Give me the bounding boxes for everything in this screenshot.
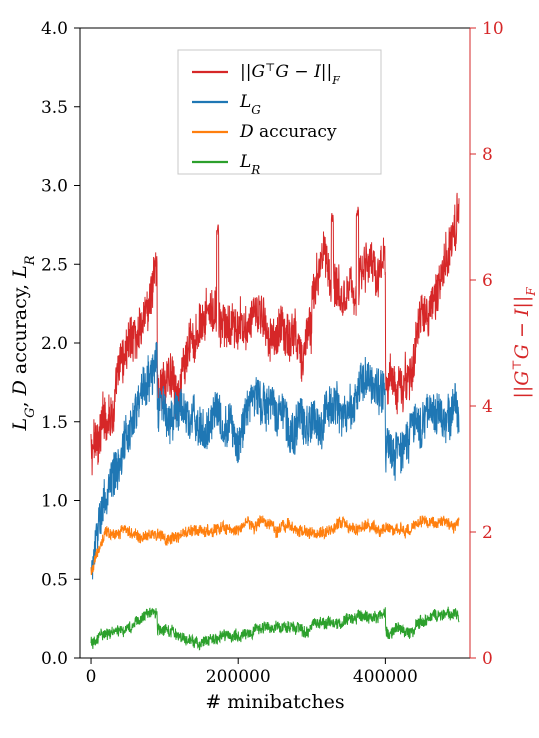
y-right-tick-label: 10 (482, 19, 504, 39)
y-left-tick-label: 0.0 (41, 649, 68, 669)
training-curves-chart: 0 200000 400000 0.0 0.5 1.0 1.5 2.0 2.5 3.0 3.5 4.… (0, 0, 539, 738)
x-tick-label: 200000 (206, 667, 271, 687)
y-right-tick-label: 0 (482, 649, 493, 669)
y-left-tick-label: 2.0 (41, 334, 68, 354)
series-LR (91, 607, 459, 650)
legend: ||G⊤G − I||FLGD accuracyLR (178, 50, 381, 177)
y-left-tick-label: 2.5 (41, 255, 68, 275)
y-left-tick-label: 1.5 (41, 413, 68, 433)
series-group (91, 193, 459, 650)
x-axis-ticks: 0 200000 400000 (86, 658, 418, 687)
y-left-tick-label: 3.0 (41, 177, 68, 197)
y-right-tick-label: 2 (482, 523, 493, 543)
x-tick-label: 0 (86, 667, 97, 687)
y-right-tick-label: 8 (482, 145, 493, 165)
y-right-ticks: 0 2 4 6 8 10 (470, 19, 504, 669)
y-left-tick-label: 3.5 (41, 98, 68, 118)
y-right-axis-label: ||G⊤G − I||F (510, 287, 538, 399)
x-axis-label: # minibatches (205, 691, 344, 713)
x-tick-label: 400000 (353, 667, 418, 687)
y-left-axis-label: LG, D accuracy, LR (9, 255, 38, 431)
series-frob (91, 193, 459, 475)
y-right-tick-label: 6 (482, 271, 493, 291)
y-left-ticks: 0.0 0.5 1.0 1.5 2.0 2.5 3.0 3.5 4.0 (41, 19, 80, 669)
legend-label: D accuracy (239, 122, 337, 142)
y-left-tick-label: 0.5 (41, 570, 68, 590)
series-Dacc (91, 515, 459, 575)
y-left-tick-label: 1.0 (41, 492, 68, 512)
y-right-tick-label: 4 (482, 397, 493, 417)
y-left-tick-label: 4.0 (41, 19, 68, 39)
